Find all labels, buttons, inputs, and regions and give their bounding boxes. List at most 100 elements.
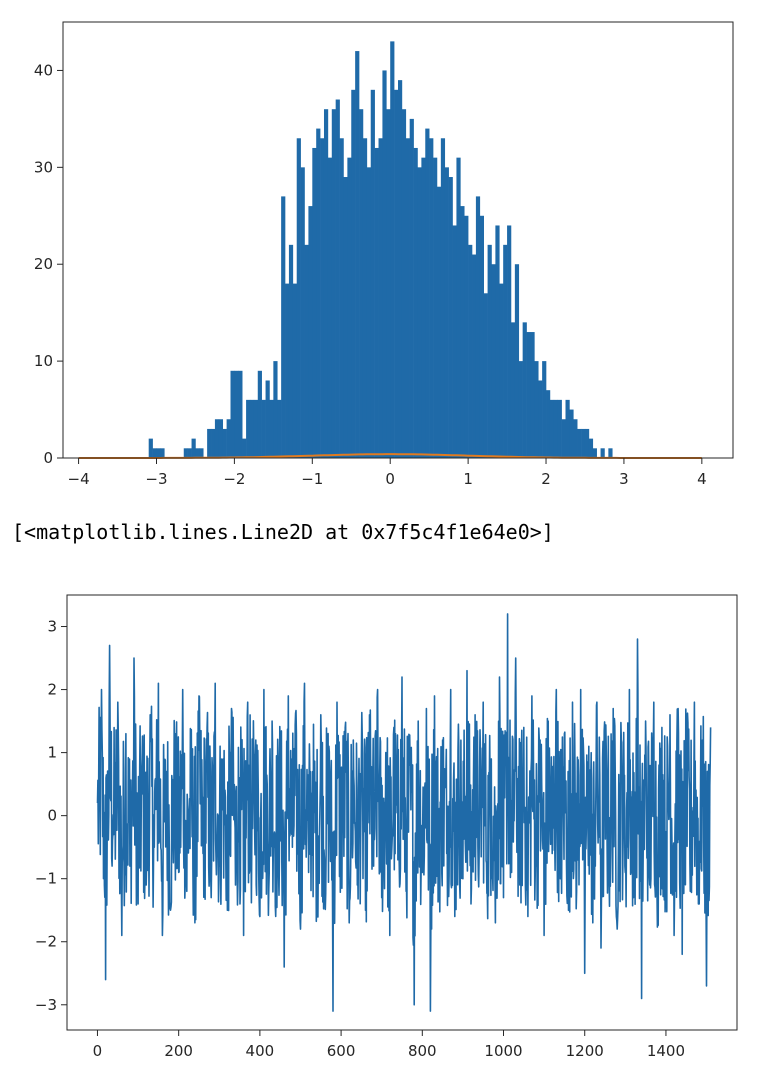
x-tick-label: 2 <box>541 470 551 488</box>
histogram-bar <box>335 99 340 458</box>
histogram-bar <box>246 399 251 458</box>
histogram-bar <box>557 399 562 458</box>
histogram-bar <box>292 283 298 458</box>
histogram-bar <box>417 167 422 459</box>
histogram-bar <box>530 332 535 458</box>
histogram-bar <box>382 70 387 458</box>
histogram-bar <box>312 147 317 458</box>
histogram-bar <box>359 109 364 458</box>
y-tick-label: 40 <box>34 61 53 79</box>
histogram-bar <box>366 167 372 459</box>
histogram-bar <box>214 419 220 458</box>
histogram-bar <box>191 438 196 458</box>
histogram-bar <box>308 206 313 458</box>
histogram-bar <box>464 215 469 458</box>
histogram-bar <box>468 244 473 458</box>
histogram-bar <box>249 399 255 458</box>
histogram-bar <box>152 448 157 458</box>
histogram-bar <box>549 399 555 458</box>
histogram-bar <box>378 138 383 458</box>
histogram-bar <box>238 370 243 458</box>
histogram-bar <box>288 244 294 458</box>
histogram-bar <box>534 361 539 458</box>
histogram-bar <box>460 206 465 458</box>
histogram-bar <box>390 41 395 458</box>
histogram-bar <box>499 283 504 458</box>
histogram-bar <box>148 438 153 458</box>
histogram-bar <box>327 157 333 458</box>
histogram-bar <box>300 167 305 459</box>
histogram-bar <box>452 225 457 458</box>
x-tick-label: 800 <box>408 1042 437 1060</box>
histogram-bar <box>277 399 282 458</box>
cell-output-text: [<matplotlib.lines.Line2D at 0x7f5c4f1e6… <box>12 520 554 544</box>
histogram-bar <box>542 361 547 458</box>
y-tick-label: −2 <box>35 933 57 951</box>
histogram-bar <box>456 157 461 458</box>
histogram-bar <box>222 428 227 458</box>
histogram-bar <box>413 147 418 458</box>
histogram-bars <box>148 41 613 459</box>
histogram-bar <box>401 109 407 458</box>
histogram-bar <box>257 370 262 458</box>
histogram-bar <box>518 361 523 458</box>
histogram-bar <box>386 109 391 458</box>
histogram-bar <box>230 370 235 458</box>
x-tick-label: 400 <box>246 1042 275 1060</box>
histogram-bar <box>522 322 527 458</box>
histogram-bar <box>573 419 578 458</box>
histogram-bar <box>491 264 496 458</box>
histogram-bar <box>339 138 344 458</box>
x-tick-label: 1200 <box>566 1042 604 1060</box>
histogram-bar <box>207 428 212 458</box>
histogram-bar <box>581 428 586 458</box>
histogram-bar <box>351 89 356 459</box>
y-tick-label: 0 <box>47 807 57 825</box>
histogram-bar <box>584 428 590 458</box>
x-tick-label: 600 <box>327 1042 356 1060</box>
histogram-bar <box>429 138 434 458</box>
histogram-bar <box>421 157 426 458</box>
histogram-bar <box>592 448 597 458</box>
histogram-bar <box>195 448 200 458</box>
histogram-bar <box>577 428 582 458</box>
histogram-bar <box>296 138 301 458</box>
x-tick-label: −4 <box>68 470 90 488</box>
histogram-bar <box>409 118 414 458</box>
histogram-bar <box>608 448 613 458</box>
histogram-bar <box>347 157 352 458</box>
histogram-bar <box>398 80 403 458</box>
histogram-bar <box>487 244 492 458</box>
histogram-bar <box>211 428 216 458</box>
x-tick-label: −3 <box>145 470 167 488</box>
histogram-bar <box>316 128 321 459</box>
histogram-bar <box>355 51 360 459</box>
histogram-bar <box>510 322 516 458</box>
histogram-bar <box>588 438 594 458</box>
y-tick-label: 0 <box>43 449 53 467</box>
x-tick-label: 0 <box>385 470 395 488</box>
histogram-bar <box>440 138 446 458</box>
histogram-bar <box>553 399 559 458</box>
y-tick-label: 1 <box>47 744 57 762</box>
y-tick-label: 3 <box>47 618 57 636</box>
histogram-bar <box>343 177 348 458</box>
histogram-bar <box>269 399 274 458</box>
histogram-bar <box>242 438 247 458</box>
histogram-bar <box>199 448 204 458</box>
histogram-bar <box>546 390 551 458</box>
histogram-bar <box>323 109 329 458</box>
y-tick-label: 30 <box>34 158 53 176</box>
histogram-bar <box>561 419 566 458</box>
x-tick-label: 3 <box>619 470 629 488</box>
histogram-bar <box>503 244 508 458</box>
x-tick-label: −1 <box>301 470 323 488</box>
x-tick-label: 1400 <box>647 1042 685 1060</box>
histogram-bar <box>187 448 192 458</box>
histogram-bar <box>495 225 500 458</box>
line-chart: 0 200 400 600 800 1000 1200 1400 −3 −2 −1 0 1 2 3 <box>35 594 738 1060</box>
line-chart-axes: 0 200 400 600 800 1000 1200 1400 −3 −2 −1 0 1 2 3 <box>35 594 738 1060</box>
histogram-bar <box>370 89 375 459</box>
